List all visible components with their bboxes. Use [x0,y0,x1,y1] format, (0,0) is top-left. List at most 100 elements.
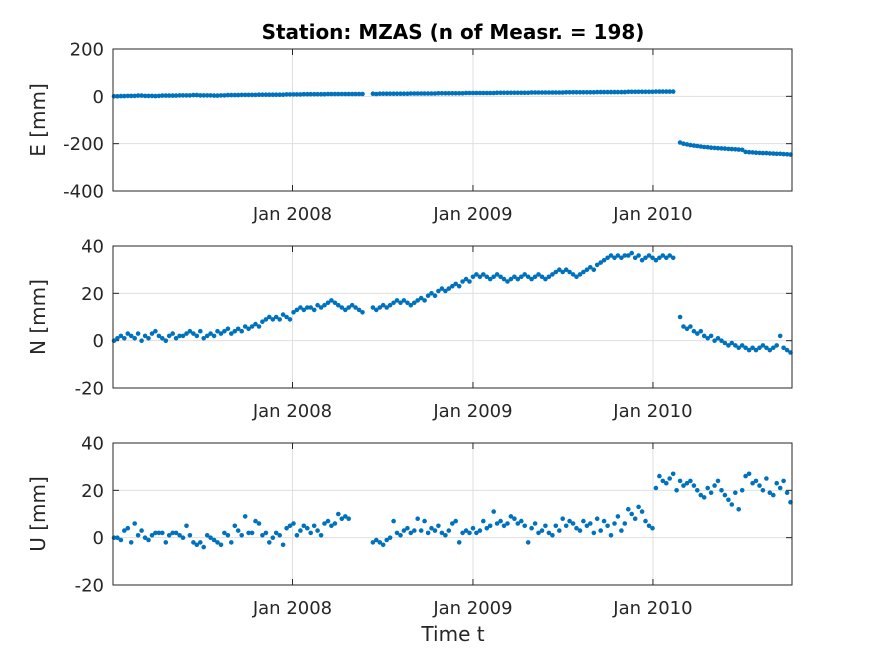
data-point [198,540,203,545]
data-point [218,93,224,98]
data-point [615,89,621,95]
data-point [784,490,790,496]
y-tick-label: 40 [81,434,104,455]
data-point [425,293,431,299]
data-point [322,91,327,97]
data-point [273,92,279,97]
data-point [273,314,279,320]
data-point [401,298,407,303]
data-point [191,331,196,336]
data-point [546,90,552,95]
data-point [481,272,486,277]
data-point [626,507,631,512]
data-point [425,530,431,536]
data-point [135,331,141,336]
data-point [229,540,234,545]
y-tick-label: 0 [93,87,104,108]
data-point [570,90,576,95]
data-point [201,544,206,550]
data-point [408,530,414,536]
data-point [487,276,493,282]
data-point [149,93,155,99]
data-point [705,144,710,150]
data-point [180,535,186,540]
data-point [408,91,414,96]
data-point [191,540,196,545]
data-point [494,90,500,96]
data-point [308,530,314,536]
data-point [750,150,755,155]
plot-area [113,49,792,191]
data-point [118,333,124,339]
data-point [557,90,562,95]
data-point [708,145,714,150]
data-point [619,255,624,261]
data-point [767,490,773,496]
data-point [184,93,189,98]
data-point [149,533,155,538]
data-point [298,92,303,97]
data-point [591,530,597,536]
data-point [135,533,141,538]
data-point [522,272,527,277]
data-point [525,274,531,280]
data-point [784,347,790,353]
data-point [291,310,296,315]
x-tick-label: Jan 2008 [252,401,332,422]
data-point [267,540,272,545]
data-point [422,518,427,524]
data-point [681,483,686,488]
data-point [311,307,317,313]
subplot-E: 200 0 -200 -400 Jan 2008 Jan 2009 Jan 2010 E [m… [26,40,793,225]
data-point [139,338,144,344]
data-point [239,328,244,334]
data-point [387,535,393,540]
data-point [753,150,759,155]
data-point [588,265,593,270]
data-point [567,269,572,275]
data-point [632,516,638,521]
data-point [543,276,548,282]
data-point [432,528,438,533]
data-point [460,530,465,536]
data-point [125,93,131,99]
data-point [460,91,465,96]
data-point [781,151,786,157]
data-point [664,480,669,486]
axes-frame [112,48,793,192]
data-point [594,89,600,95]
data-point [128,540,134,545]
data-point [733,490,738,496]
data-point [781,478,786,484]
data-point [646,89,652,95]
data-point [771,151,776,156]
data-point [601,257,607,263]
subplot-N: 40 20 0 -20 Jan 2008 Jan 2009 Jan 2010 N [mm] [26,237,793,422]
data-point [432,91,438,96]
data-point [726,343,731,348]
data-point [298,305,303,310]
data-point [346,516,352,521]
data-point [691,328,697,334]
data-point [249,324,255,329]
data-point [173,530,179,536]
data-point [380,91,386,96]
data-point [581,90,586,95]
data-point [584,90,590,95]
data-point [657,473,662,479]
data-point [767,151,773,156]
data-point [115,336,120,341]
data-point [684,480,690,486]
y-tick-label: -20 [75,576,104,597]
data-point [498,90,503,96]
data-point [166,93,172,98]
data-point [360,91,365,97]
data-point [667,253,672,258]
data-point [550,272,555,277]
data-point [225,92,231,98]
data-point [256,521,262,526]
data-point [708,333,714,339]
data-point [191,92,196,98]
data-point [619,528,624,533]
